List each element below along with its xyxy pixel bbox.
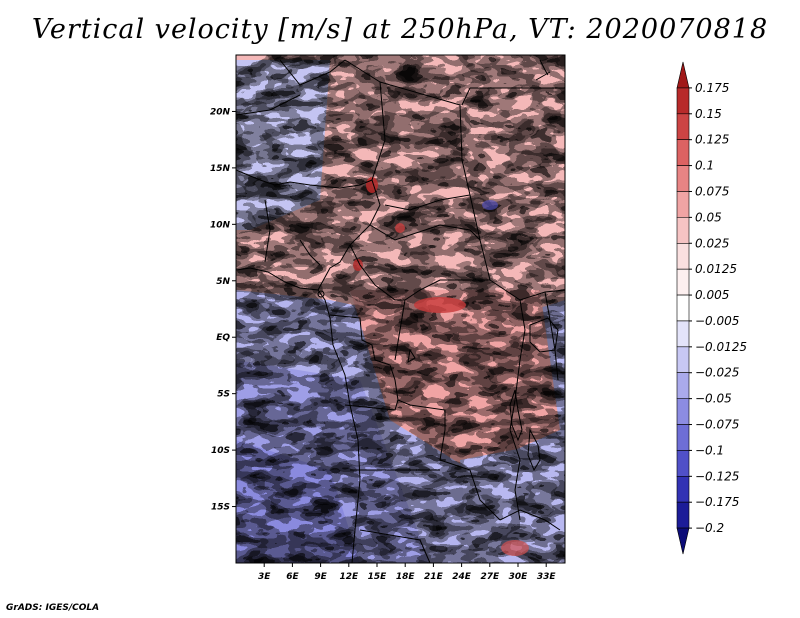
colorbar-segment: [676, 372, 690, 399]
colorbar: 0.175 0.15 0.125 0.1 0.075 0.05 0.025 0.0125 0.0…: [676, 61, 747, 555]
colorbar-label: −0.025: [695, 366, 739, 380]
x-tick-label: 3E: [258, 572, 271, 582]
x-tick-label: 6E: [286, 572, 299, 582]
y-tick-label: 5S: [217, 390, 230, 400]
y-tick-label: 10S: [211, 446, 230, 456]
y-tick-label: 5N: [216, 277, 230, 287]
country-borders: [236, 59, 565, 563]
colorbar-segment: [676, 113, 690, 140]
colorbar-label: −0.0125: [695, 340, 747, 354]
colorbar-segment: [676, 527, 690, 555]
colorbar-label: −0.125: [695, 469, 739, 483]
x-tick-label: 15E: [368, 572, 388, 582]
x-tick-label: 30E: [509, 572, 529, 582]
colorbar-label: 0.005: [695, 288, 729, 302]
colorbar-segment: [676, 191, 690, 218]
colorbar-label: 0.0125: [695, 262, 737, 276]
colorbar-label: −0.075: [695, 418, 739, 432]
chart-title: Vertical velocity [m/s] at 250hPa, VT: 2…: [31, 14, 769, 45]
colorbar-segment: [676, 398, 690, 425]
colorbar-segment: [676, 294, 690, 322]
colorbar-label: 0.075: [695, 184, 729, 198]
colorbar-label: −0.05: [695, 392, 732, 406]
colorbar-segment: [676, 268, 690, 296]
colorbar-label: −0.1: [695, 443, 724, 457]
colorbar-segment: [676, 501, 690, 529]
y-tick-label: 20N: [210, 107, 231, 117]
colorbar-label: 0.175: [695, 81, 729, 95]
x-tick-label: 24E: [452, 572, 472, 582]
y-tick-label: 15S: [211, 503, 230, 513]
colorbar-label: 0.125: [695, 133, 729, 147]
colorbar-label: 0.05: [695, 210, 722, 224]
colorbar-label: −0.005: [695, 314, 739, 328]
x-axis: 3E 6E 9E 12E 15E 18E 21E 24E 27E 30E 33E: [258, 563, 556, 582]
colorbar-segment: [676, 217, 690, 244]
lakes: [317, 290, 559, 472]
colorbar-segment: [676, 242, 690, 270]
colorbar-segment: [676, 87, 690, 115]
y-tick-label: EQ: [216, 333, 230, 343]
map-frame: [235, 54, 566, 564]
colorbar-segment: [676, 139, 690, 166]
grads-credit: GrADS: IGES/COLA: [6, 603, 100, 613]
x-tick-label: 12E: [339, 572, 359, 582]
x-tick-label: 9E: [314, 572, 327, 582]
x-tick-label: 27E: [480, 572, 500, 582]
y-axis: 20N 15N 10N 5N EQ 5S 10S 15S: [210, 107, 236, 513]
colorbar-label: −0.175: [695, 495, 739, 509]
colorbar-label: −0.2: [695, 521, 724, 535]
colorbar-segment: [676, 320, 690, 348]
colorbar-segment: [676, 346, 690, 374]
vertical-velocity-field: [236, 55, 565, 563]
colorbar-label: 0.1: [695, 159, 714, 173]
colorbar-segment: [676, 61, 690, 89]
y-tick-label: 15N: [210, 164, 231, 174]
x-tick-label: 21E: [424, 572, 444, 582]
colorbar-segment: [676, 476, 690, 503]
colorbar-label: 0.15: [695, 107, 722, 121]
x-tick-label: 33E: [537, 572, 557, 582]
colorbar-segment: [676, 165, 690, 192]
y-tick-label: 10N: [210, 220, 231, 230]
colorbar-label: 0.025: [695, 236, 729, 250]
colorbar-segment: [676, 450, 690, 477]
x-tick-label: 18E: [396, 572, 416, 582]
colorbar-segment: [676, 424, 690, 451]
